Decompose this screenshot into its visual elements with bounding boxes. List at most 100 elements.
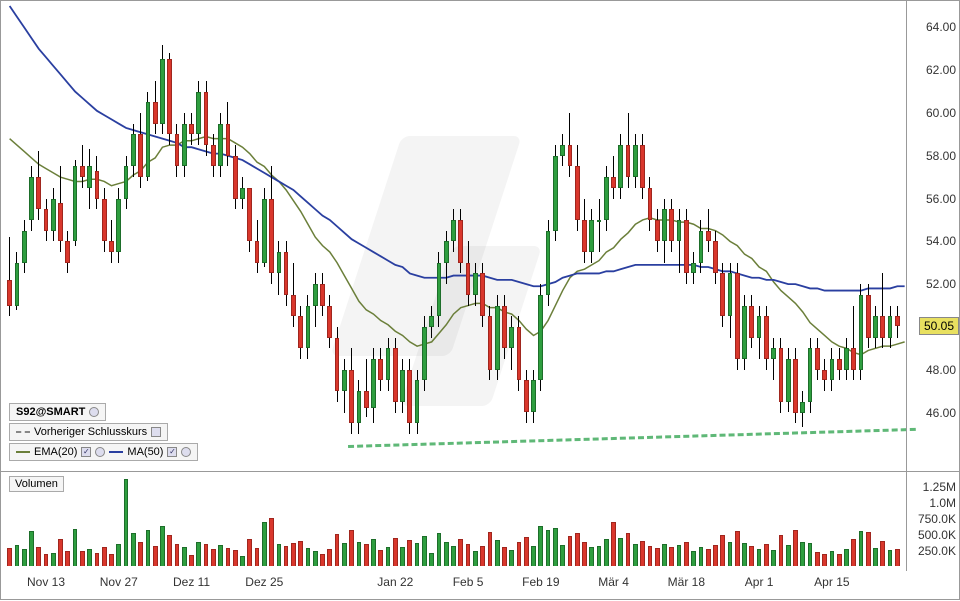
volume-bar <box>422 536 427 566</box>
price-panel: 46.0048.0050.0052.0054.0056.0058.0060.00… <box>1 1 960 471</box>
candle-body <box>597 220 602 222</box>
ema-swatch-icon <box>16 451 30 453</box>
volume-bar <box>437 533 442 566</box>
candle-body <box>895 316 900 326</box>
volume-bar <box>342 543 347 566</box>
volume-bar <box>742 543 747 566</box>
candle-body <box>735 273 740 359</box>
candle-body <box>44 209 49 230</box>
volume-bar <box>226 548 231 566</box>
volume-bar <box>779 535 784 567</box>
x-axis: Nov 13Nov 27Dez 11Dez 25Jan 22Feb 5Feb 1… <box>1 571 960 601</box>
candle-body <box>538 295 543 381</box>
candle-body <box>349 370 354 423</box>
volume-bar <box>895 549 900 566</box>
ticker-label: S92@SMART <box>16 406 85 418</box>
volume-bar <box>218 545 223 566</box>
candle-body <box>95 171 100 199</box>
candle-wick <box>773 338 774 381</box>
volume-plot-area[interactable] <box>6 477 901 566</box>
volume-bar <box>196 542 201 566</box>
gear-icon[interactable] <box>89 407 99 417</box>
volume-bar <box>407 540 412 566</box>
volume-label: Volumen <box>15 478 58 490</box>
x-tick-label: Apr 15 <box>814 575 849 589</box>
candle-body <box>720 273 725 316</box>
candle-body <box>589 220 594 252</box>
candle-body <box>371 359 376 408</box>
volume-panel: 250.0K500.0K750.0K1.0M1.25M Volumen <box>1 471 960 571</box>
checkbox-icon[interactable]: ✓ <box>81 447 91 457</box>
volume-bar <box>880 541 885 566</box>
candle-body <box>830 359 835 380</box>
volume-legend[interactable]: Volumen <box>9 476 64 492</box>
volume-bar <box>757 549 762 566</box>
y-tick-label: 60.00 <box>926 106 956 120</box>
y-tick-label: 64.00 <box>926 20 956 34</box>
legend-prev-close[interactable]: Vorheriger Schlusskurs <box>9 423 168 441</box>
volume-bar <box>138 542 143 566</box>
candle-body <box>502 306 507 349</box>
volume-bar <box>808 543 813 566</box>
volume-bar <box>466 544 471 567</box>
candle-body <box>87 166 92 187</box>
volume-bar <box>655 548 660 566</box>
candle-body <box>880 316 885 337</box>
volume-bar <box>749 546 754 566</box>
volume-bar <box>306 548 311 566</box>
candle-body <box>633 145 638 177</box>
volume-bar <box>189 555 194 566</box>
candle-body <box>524 380 529 412</box>
x-tick-label: Mär 18 <box>668 575 705 589</box>
volume-bar <box>444 542 449 566</box>
candle-body <box>255 241 260 262</box>
checkbox-icon[interactable] <box>151 427 161 437</box>
candle-body <box>626 145 631 177</box>
checkbox-icon[interactable]: ✓ <box>167 447 177 457</box>
candle-body <box>364 391 369 408</box>
volume-bar <box>851 539 856 566</box>
volume-bar <box>786 545 791 566</box>
volume-bar <box>15 545 20 566</box>
candle-body <box>233 156 238 199</box>
gear-icon[interactable] <box>95 447 105 457</box>
candle-body <box>284 252 289 295</box>
ma-swatch-icon <box>109 451 123 453</box>
volume-bar <box>517 542 522 566</box>
candle-body <box>131 134 136 166</box>
legend-ticker[interactable]: S92@SMART <box>9 403 106 421</box>
price-plot-area[interactable] <box>6 6 901 466</box>
volume-bar <box>524 537 529 566</box>
volume-bar <box>51 553 56 566</box>
volume-bar <box>640 541 645 566</box>
y-tick-label: 56.00 <box>926 192 956 206</box>
volume-bar <box>233 550 238 566</box>
volume-bar <box>386 547 391 566</box>
volume-bar <box>495 540 500 566</box>
volume-bar <box>153 546 158 566</box>
candle-body <box>779 348 784 401</box>
candle-body <box>793 359 798 412</box>
candle-body <box>618 145 623 188</box>
volume-bar <box>502 547 507 566</box>
candle-body <box>706 231 711 242</box>
candle-body <box>844 348 849 369</box>
legend-moving-averages[interactable]: EMA(20) ✓ MA(50) ✓ <box>9 443 198 461</box>
candle-body <box>313 284 318 305</box>
volume-bar <box>691 551 696 566</box>
volume-bar <box>538 526 543 566</box>
gear-icon[interactable] <box>181 447 191 457</box>
volume-bar <box>116 544 121 566</box>
volume-bar <box>160 526 165 566</box>
volume-bar <box>458 539 463 566</box>
volume-bar <box>604 539 609 566</box>
candle-body <box>546 231 551 295</box>
y-tick-label: 1.25M <box>923 480 956 494</box>
candle-body <box>866 295 871 338</box>
volume-bar <box>859 531 864 566</box>
volume-bar <box>44 554 49 566</box>
volume-bar <box>277 544 282 566</box>
volume-bar <box>822 554 827 566</box>
x-tick-label: Feb 5 <box>453 575 484 589</box>
volume-bar <box>560 545 565 566</box>
